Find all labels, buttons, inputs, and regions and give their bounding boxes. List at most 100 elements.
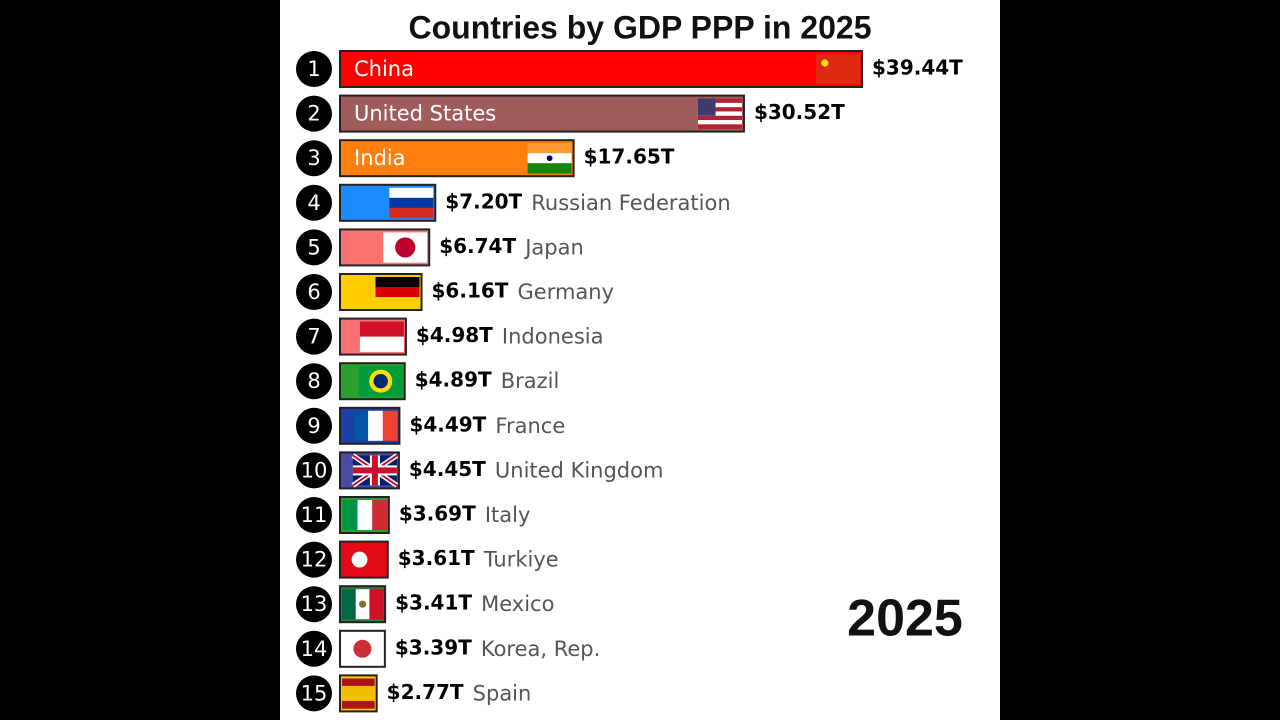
country-label: Japan xyxy=(523,235,584,259)
rank-label: 11 xyxy=(301,503,328,527)
rank-label: 13 xyxy=(301,592,328,616)
flag-stripe xyxy=(357,500,373,530)
flag-stripe xyxy=(527,163,572,174)
flag xyxy=(342,500,388,530)
flag-stripe xyxy=(697,111,742,117)
flag-stripe xyxy=(389,207,434,219)
value-label: $30.52T xyxy=(754,100,845,124)
flag-emblem xyxy=(351,551,368,568)
value-label: $3.39T xyxy=(395,635,472,659)
value-label: $17.65T xyxy=(584,145,675,169)
rank-badge xyxy=(296,407,332,444)
value-label: $3.61T xyxy=(398,546,475,570)
bar-label: United States xyxy=(354,102,496,126)
country-label: Turkiye xyxy=(483,548,559,572)
rank-badge xyxy=(296,497,332,533)
flag xyxy=(816,54,860,85)
country-label: Brazil xyxy=(501,369,560,393)
flag-emblem xyxy=(395,237,416,258)
value-label: $3.41T xyxy=(395,591,472,615)
flag-stripe xyxy=(353,410,369,441)
flag-stripe xyxy=(375,277,420,288)
rank-label: 12 xyxy=(301,548,328,572)
rank-label: 15 xyxy=(301,681,328,705)
country-label: France xyxy=(495,414,565,438)
flag xyxy=(358,366,403,397)
rank-badge xyxy=(296,541,332,578)
value-label: $2.77T xyxy=(387,680,464,704)
rank-badge xyxy=(296,95,332,132)
value-label: $39.44T xyxy=(872,56,963,80)
flag xyxy=(527,143,572,174)
country-label: Spain xyxy=(473,681,532,705)
flag-stripe xyxy=(382,410,398,441)
flag-stripe xyxy=(368,410,384,441)
flag xyxy=(375,277,420,308)
flag-stripe xyxy=(527,143,572,154)
flag-stripe xyxy=(697,107,742,112)
rank-badge xyxy=(296,140,332,177)
country-label: Mexico xyxy=(481,592,554,616)
value-label: $4.89T xyxy=(415,368,492,392)
rank-label: 2 xyxy=(307,102,320,126)
country-label: Indonesia xyxy=(502,325,604,349)
flag-emblem xyxy=(373,374,388,389)
bar xyxy=(339,50,863,88)
country-label: Germany xyxy=(518,280,615,304)
value-label: $3.69T xyxy=(399,502,476,526)
rank-badge xyxy=(296,586,332,623)
flag xyxy=(389,187,434,219)
rank-label: 10 xyxy=(301,458,328,482)
flag xyxy=(383,232,428,263)
flag-emblem xyxy=(358,600,367,608)
flag-stripe xyxy=(342,685,375,694)
flag xyxy=(342,678,375,709)
value-label: $6.74T xyxy=(439,234,516,258)
flag-emblem xyxy=(821,59,829,67)
rank-badge xyxy=(296,318,332,355)
flag xyxy=(351,453,399,488)
value-label: $4.98T xyxy=(416,323,493,347)
flag-stripe xyxy=(375,297,420,308)
rank-label: 7 xyxy=(307,325,320,349)
year-label: 2025 xyxy=(847,590,963,648)
flag-stripe xyxy=(697,98,742,104)
rank-badge xyxy=(296,229,332,266)
rank-badge xyxy=(296,184,332,221)
flag-stripe xyxy=(342,693,375,702)
flag-stripe xyxy=(697,115,742,121)
rank-badge xyxy=(296,363,332,400)
rank-label: 14 xyxy=(301,637,328,661)
flag-stripe xyxy=(375,287,420,298)
flag xyxy=(353,410,398,441)
flag xyxy=(359,321,404,352)
flag xyxy=(342,589,384,620)
flag-stripe xyxy=(372,500,388,530)
flag-stripe xyxy=(342,500,358,530)
value-label: $6.16T xyxy=(432,279,509,303)
rank-badge xyxy=(296,51,332,87)
value-label: $4.49T xyxy=(409,412,486,436)
flag-stripe xyxy=(359,321,404,337)
bar-label: India xyxy=(354,146,406,170)
flag-stripe xyxy=(342,700,375,709)
flag-stripe xyxy=(342,589,357,620)
rank-badge xyxy=(296,452,332,489)
rank-label: 4 xyxy=(307,191,320,215)
flag-stripe xyxy=(342,678,375,687)
flag-stripe xyxy=(389,197,434,209)
rank-label: 8 xyxy=(307,369,320,393)
flag-stripe xyxy=(697,102,742,108)
value-label: $7.20T xyxy=(445,189,522,213)
flag-stripe xyxy=(359,336,404,352)
rank-label: 5 xyxy=(307,235,320,259)
value-label: $4.45T xyxy=(409,457,486,481)
bar xyxy=(339,94,745,133)
chart-title: Countries by GDP PPP in 2025 xyxy=(409,9,872,45)
rank-label: 6 xyxy=(307,280,320,304)
flag xyxy=(697,98,742,129)
flag-cross xyxy=(371,455,378,486)
rank-label: 3 xyxy=(307,146,320,170)
flag xyxy=(342,544,386,575)
